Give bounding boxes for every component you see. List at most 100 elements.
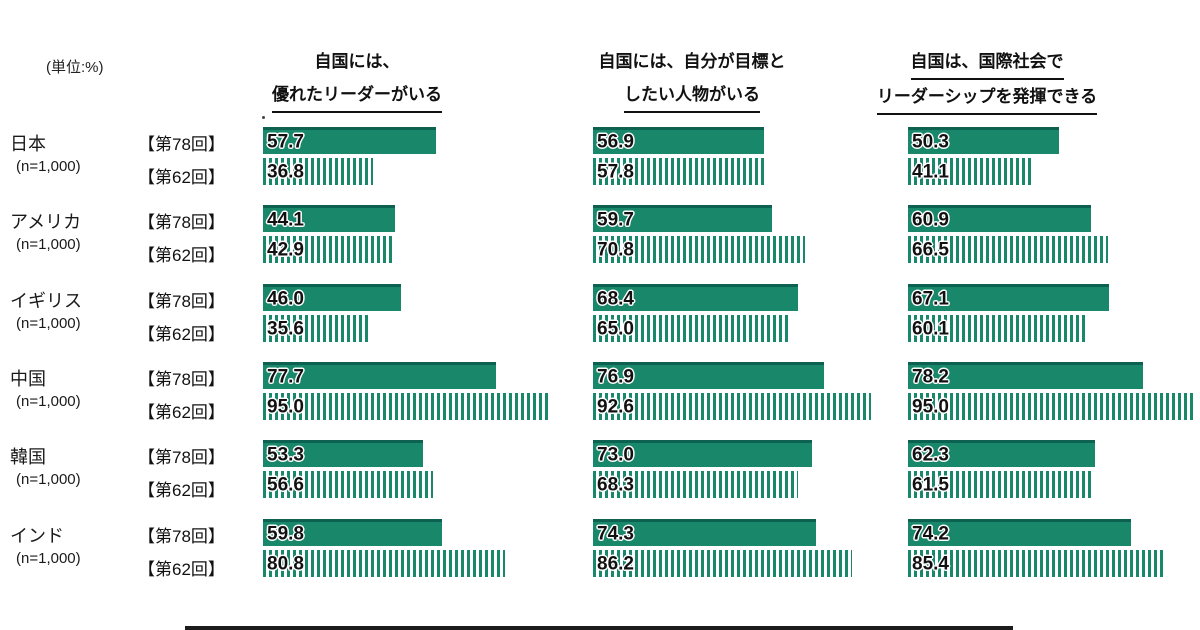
bar-round78: 53.3	[263, 440, 423, 467]
bar-value-label: 68.4	[597, 288, 634, 310]
bar-round62: 85.4	[908, 550, 1164, 577]
country-group: 日本 (n=1,000) 【第78回】 【第62回】 57.7 36.8 56.9 57.8 5…	[0, 127, 1200, 187]
bar-value-label: 95.0	[912, 396, 949, 417]
question-header-2-line1: 自国には、自分が目標と	[598, 52, 786, 71]
survey-round-62-label: 【第62回】	[138, 403, 225, 422]
bar-value-label: 76.9	[597, 366, 634, 388]
bar-round78: 77.7	[263, 362, 496, 389]
bar-value-label: 68.3	[597, 474, 634, 495]
question-header-3-line2: リーダーシップを発揮できる	[876, 80, 1098, 115]
bar-round62: 95.0	[263, 393, 548, 420]
bar-value-label: 95.0	[267, 396, 304, 417]
bar-value-label: 86.2	[597, 553, 634, 574]
survey-round-78-label: 【第78回】	[138, 527, 225, 546]
bar-round62: 70.8	[593, 236, 805, 263]
survey-round-78-label: 【第78回】	[138, 370, 225, 389]
bar-round62: 92.6	[593, 393, 871, 420]
bar-value-label: 60.1	[912, 318, 949, 339]
bar-round62: 95.0	[908, 393, 1193, 420]
country-sample-size: (n=1,000)	[16, 471, 81, 488]
bar-round62: 66.5	[908, 236, 1108, 263]
bar-round78: 46.0	[263, 284, 401, 311]
bar-round62: 41.1	[908, 158, 1031, 185]
bar-value-label: 50.3	[912, 131, 949, 153]
bar-value-label: 74.2	[912, 523, 949, 545]
bar-value-label: 73.0	[597, 444, 634, 466]
bar-round78: 68.4	[593, 284, 798, 311]
bottom-edge-bar	[185, 626, 1013, 630]
bar-round78: 59.8	[263, 519, 442, 546]
country-label: 中国	[10, 369, 46, 389]
bar-round78: 44.1	[263, 205, 395, 232]
bar-value-label: 56.6	[267, 474, 304, 495]
bar-value-label: 61.5	[912, 474, 949, 495]
bar-value-label: 92.6	[597, 396, 634, 417]
question-header-3-line1: 自国は、国際社会で	[910, 45, 1064, 80]
bar-value-label: 42.9	[267, 239, 304, 260]
country-group: アメリカ (n=1,000) 【第78回】 【第62回】 44.1 42.9 59.7 70.…	[0, 205, 1200, 265]
country-label: アメリカ	[10, 212, 82, 232]
bar-round78: 62.3	[908, 440, 1095, 467]
bar-round62: 57.8	[593, 158, 766, 185]
bar-value-label: 66.5	[912, 239, 949, 260]
question-header-1-line2: 優れたリーダーがいる	[272, 78, 442, 113]
bar-round78: 60.9	[908, 205, 1091, 232]
bar-value-label: 53.3	[267, 444, 304, 466]
bar-round78: 74.2	[908, 519, 1131, 546]
bar-round78: 76.9	[593, 362, 824, 389]
country-sample-size: (n=1,000)	[16, 550, 81, 567]
survey-round-62-label: 【第62回】	[138, 481, 225, 500]
question-header-2: 自国には、自分が目標と したい人物がいる	[542, 45, 842, 113]
country-group: イギリス (n=1,000) 【第78回】 【第62回】 46.0 35.6 68.4 65.…	[0, 284, 1200, 344]
bar-value-label: 62.3	[912, 444, 949, 466]
bar-value-label: 36.8	[267, 161, 304, 182]
bar-round78: 59.7	[593, 205, 772, 232]
bar-value-label: 78.2	[912, 366, 949, 388]
bar-round78: 78.2	[908, 362, 1143, 389]
stray-tick-dot	[262, 116, 265, 119]
bar-value-label: 56.9	[597, 131, 634, 153]
bar-round62: 42.9	[263, 236, 392, 263]
bar-round62: 65.0	[593, 315, 788, 342]
bar-value-label: 80.8	[267, 553, 304, 574]
bar-value-label: 46.0	[267, 288, 304, 310]
country-sample-size: (n=1,000)	[16, 236, 81, 253]
question-header-2-line2: したい人物がいる	[624, 78, 760, 113]
bar-value-label: 60.9	[912, 209, 949, 231]
bar-value-label: 85.4	[912, 553, 949, 574]
survey-round-62-label: 【第62回】	[138, 246, 225, 265]
survey-round-78-label: 【第78回】	[138, 292, 225, 311]
bar-value-label: 59.8	[267, 523, 304, 545]
bar-round62: 61.5	[908, 471, 1093, 498]
bar-round62: 86.2	[593, 550, 852, 577]
bar-round62: 68.3	[593, 471, 798, 498]
bar-value-label: 44.1	[267, 209, 304, 231]
bar-value-label: 67.1	[912, 288, 949, 310]
bar-value-label: 59.7	[597, 209, 634, 231]
survey-round-62-label: 【第62回】	[138, 560, 225, 579]
country-sample-size: (n=1,000)	[16, 158, 81, 175]
bar-value-label: 65.0	[597, 318, 634, 339]
country-label: 日本	[10, 134, 46, 154]
bar-round78: 67.1	[908, 284, 1109, 311]
bar-round62: 56.6	[263, 471, 433, 498]
bar-value-label: 77.7	[267, 366, 304, 388]
country-sample-size: (n=1,000)	[16, 315, 81, 332]
question-header-1: 自国には、 優れたリーダーがいる	[207, 45, 507, 113]
bar-value-label: 35.6	[267, 318, 304, 339]
survey-round-62-label: 【第62回】	[138, 325, 225, 344]
bar-round62: 36.8	[263, 158, 373, 185]
unit-label: (単位:%)	[46, 59, 104, 76]
survey-round-62-label: 【第62回】	[138, 168, 225, 187]
survey-round-78-label: 【第78回】	[138, 448, 225, 467]
survey-round-78-label: 【第78回】	[138, 135, 225, 154]
bar-round62: 35.6	[263, 315, 370, 342]
country-label: 韓国	[10, 447, 46, 467]
bar-round78: 56.9	[593, 127, 764, 154]
bar-round78: 73.0	[593, 440, 812, 467]
bar-round78: 74.3	[593, 519, 816, 546]
country-label: イギリス	[10, 291, 82, 311]
bar-value-label: 74.3	[597, 523, 634, 545]
bar-round78: 57.7	[263, 127, 436, 154]
